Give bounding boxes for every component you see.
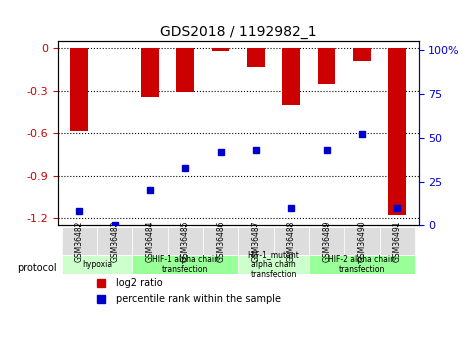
Text: HIF-2 alpha chain
transfection: HIF-2 alpha chain transfection [328, 255, 395, 274]
Text: percentile rank within the sample: percentile rank within the sample [116, 294, 281, 304]
Text: GSM36488: GSM36488 [287, 220, 296, 262]
FancyBboxPatch shape [133, 227, 168, 255]
FancyBboxPatch shape [239, 255, 309, 274]
Text: GSM36482: GSM36482 [75, 220, 84, 262]
Bar [318, 49, 335, 84]
FancyBboxPatch shape [62, 255, 133, 274]
Text: GSM36486: GSM36486 [216, 220, 225, 262]
Bar [388, 49, 406, 215]
Bar [247, 49, 265, 67]
FancyBboxPatch shape [203, 227, 239, 255]
Text: GSM36484: GSM36484 [146, 220, 154, 262]
Text: hypoxia: hypoxia [82, 260, 112, 269]
Text: GSM36491: GSM36491 [393, 220, 402, 262]
Bar [141, 49, 159, 97]
FancyBboxPatch shape [97, 227, 133, 255]
Bar [177, 49, 194, 92]
FancyBboxPatch shape [133, 255, 239, 274]
FancyBboxPatch shape [344, 227, 379, 255]
Bar [282, 49, 300, 105]
FancyBboxPatch shape [273, 227, 309, 255]
Text: HIF-1_mutant
alpha chain
transfection: HIF-1_mutant alpha chain transfection [248, 250, 299, 279]
Bar [212, 49, 230, 51]
FancyBboxPatch shape [309, 227, 344, 255]
Text: GSM36490: GSM36490 [358, 220, 366, 262]
FancyBboxPatch shape [379, 227, 415, 255]
FancyBboxPatch shape [309, 255, 415, 274]
Text: GSM36487: GSM36487 [252, 220, 260, 262]
Text: HIF-1 alpha chain
transfection: HIF-1 alpha chain transfection [152, 255, 219, 274]
FancyBboxPatch shape [239, 227, 273, 255]
FancyBboxPatch shape [168, 227, 203, 255]
Text: GSM36483: GSM36483 [110, 220, 119, 262]
Text: GSM36485: GSM36485 [181, 220, 190, 262]
Text: protocol: protocol [17, 264, 56, 274]
Text: log2 ratio: log2 ratio [116, 277, 162, 287]
Bar [71, 49, 88, 130]
Text: GSM36489: GSM36489 [322, 220, 331, 262]
Title: GDS2018 / 1192982_1: GDS2018 / 1192982_1 [160, 25, 317, 39]
FancyBboxPatch shape [62, 227, 97, 255]
Bar [353, 49, 371, 61]
